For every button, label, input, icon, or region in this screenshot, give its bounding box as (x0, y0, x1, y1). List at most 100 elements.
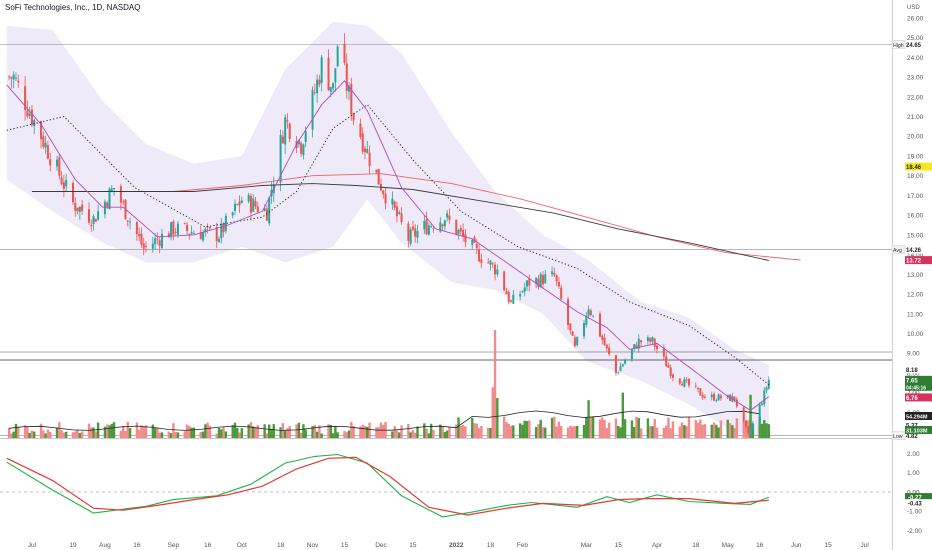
candle-body[interactable] (220, 223, 223, 239)
candle-body[interactable] (142, 243, 145, 249)
candle-body[interactable] (441, 224, 444, 227)
candle-body[interactable] (455, 219, 458, 235)
candle-body[interactable] (393, 201, 396, 208)
candle-body[interactable] (744, 420, 747, 427)
candle-body[interactable] (190, 232, 193, 234)
candle-body[interactable] (621, 364, 624, 367)
candle-body[interactable] (202, 232, 205, 241)
candle-body[interactable] (263, 208, 266, 211)
candle-body[interactable] (238, 201, 241, 206)
candle-body[interactable] (448, 215, 451, 220)
candle-body[interactable] (183, 223, 186, 224)
candle-body[interactable] (525, 280, 528, 287)
candle-body[interactable] (297, 140, 300, 145)
candle-body[interactable] (172, 221, 175, 235)
candle-body[interactable] (681, 383, 684, 386)
candle-body[interactable] (364, 148, 367, 153)
candle-body[interactable] (585, 315, 588, 325)
candle-body[interactable] (359, 123, 362, 138)
candle-body[interactable] (108, 188, 111, 210)
candle-body[interactable] (236, 204, 239, 206)
candle-body[interactable] (316, 79, 319, 94)
candle-body[interactable] (763, 390, 766, 405)
candle-body[interactable] (318, 79, 321, 85)
candle-body[interactable] (669, 367, 672, 376)
candle-body[interactable] (233, 203, 236, 211)
candle-body[interactable] (361, 133, 364, 152)
candle-body[interactable] (313, 92, 316, 94)
candle-body[interactable] (653, 338, 656, 347)
candle-body[interactable] (208, 227, 211, 229)
candle-body[interactable] (158, 240, 161, 246)
candle-body[interactable] (40, 121, 43, 140)
candle-body[interactable] (512, 294, 515, 304)
candle-body[interactable] (430, 226, 433, 228)
candle-body[interactable] (528, 278, 531, 286)
candle-body[interactable] (304, 131, 307, 142)
candle-body[interactable] (391, 198, 394, 205)
candle-body[interactable] (587, 309, 590, 316)
candle-body[interactable] (539, 274, 542, 287)
candle-body[interactable] (589, 310, 592, 315)
candle-body[interactable] (414, 228, 417, 237)
candle-body[interactable] (457, 230, 460, 234)
candle-body[interactable] (535, 277, 538, 284)
candle-body[interactable] (119, 186, 122, 203)
candle-body[interactable] (199, 231, 202, 240)
candle-body[interactable] (598, 313, 601, 337)
candle-body[interactable] (427, 225, 430, 235)
candle-body[interactable] (694, 385, 697, 387)
candle-body[interactable] (345, 63, 348, 91)
candle-body[interactable] (614, 355, 617, 373)
candle-body[interactable] (49, 159, 52, 166)
candle-body[interactable] (154, 238, 157, 245)
candle-body[interactable] (249, 195, 252, 213)
candle-body[interactable] (336, 46, 339, 67)
candle-body[interactable] (252, 198, 255, 212)
candle-body[interactable] (603, 337, 606, 346)
candle-body[interactable] (377, 168, 380, 185)
candle-body[interactable] (140, 233, 143, 245)
candle-body[interactable] (630, 349, 633, 359)
candle-body[interactable] (489, 260, 492, 265)
candle-body[interactable] (503, 271, 506, 291)
candle-body[interactable] (218, 238, 221, 242)
candle-body[interactable] (507, 292, 510, 303)
candle-body[interactable] (24, 86, 27, 111)
candle-body[interactable] (186, 224, 189, 231)
candle-body[interactable] (265, 208, 268, 221)
candle-body[interactable] (12, 74, 15, 80)
candle-body[interactable] (665, 356, 668, 367)
candle-body[interactable] (671, 374, 674, 378)
candle-body[interactable] (557, 281, 560, 287)
candle-body[interactable] (432, 228, 435, 230)
candle-body[interactable] (608, 347, 611, 355)
candle-body[interactable] (240, 200, 243, 203)
candle-body[interactable] (78, 206, 81, 212)
candle-body[interactable] (44, 143, 47, 148)
candle-body[interactable] (567, 299, 570, 326)
candle-body[interactable] (651, 337, 654, 342)
candle-body[interactable] (284, 117, 287, 145)
candle-body[interactable] (494, 264, 497, 275)
candle-body[interactable] (703, 396, 706, 398)
candle-body[interactable] (573, 337, 576, 347)
candle-body[interactable] (519, 294, 522, 297)
candle-body[interactable] (683, 379, 686, 387)
candle-body[interactable] (384, 193, 387, 204)
candle-body[interactable] (188, 233, 191, 235)
candle-body[interactable] (62, 182, 65, 189)
candle-body[interactable] (624, 360, 627, 364)
candle-body[interactable] (33, 120, 36, 127)
candle-body[interactable] (192, 233, 195, 235)
candle-body[interactable] (222, 223, 225, 232)
candle-body[interactable] (42, 136, 45, 147)
candle-body[interactable] (332, 82, 335, 89)
candle-body[interactable] (411, 226, 414, 230)
candle-body[interactable] (327, 57, 330, 91)
candle-body[interactable] (717, 394, 720, 401)
candle-body[interactable] (56, 159, 59, 167)
candle-body[interactable] (464, 234, 467, 243)
candle-body[interactable] (74, 202, 77, 211)
candle-body[interactable] (553, 273, 556, 276)
